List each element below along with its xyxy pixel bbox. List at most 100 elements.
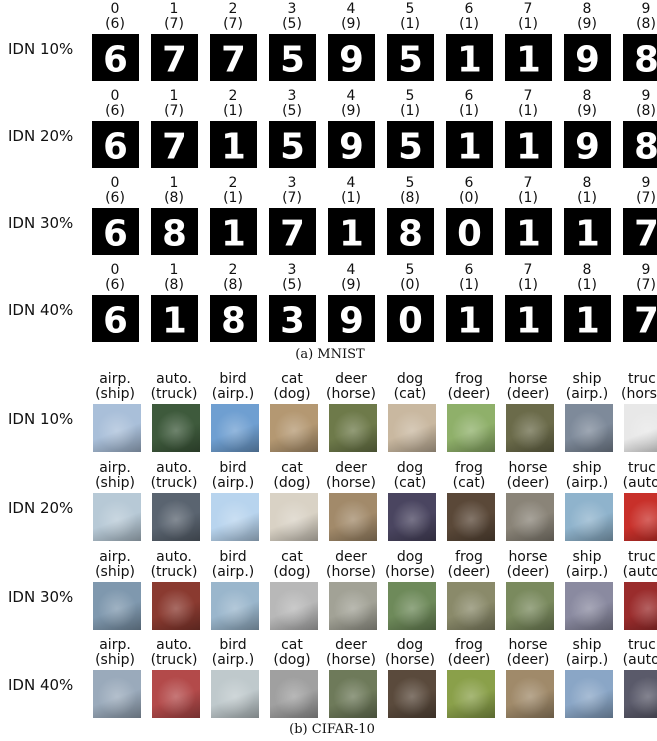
class-label: frog <box>455 371 483 387</box>
noisy-label: (deer) <box>447 564 491 580</box>
noisy-label: (horse) <box>325 386 377 402</box>
class-label: 5 <box>405 1 415 17</box>
digit-image: 6 <box>91 34 139 81</box>
digit-image: 1 <box>563 208 611 255</box>
class-label: cat <box>281 371 303 387</box>
cifar-image <box>505 670 554 718</box>
svg-text:1: 1 <box>575 301 600 342</box>
noisy-label: (airp.) <box>211 475 255 491</box>
class-label: 1 <box>169 88 179 104</box>
class-label: dog <box>396 549 424 565</box>
class-label: dog <box>396 460 424 476</box>
cifar-image <box>623 670 657 718</box>
class-label: 2 <box>228 1 238 17</box>
cifar-image <box>505 404 554 452</box>
class-label: 0 <box>110 175 120 191</box>
class-label: dog <box>396 371 424 387</box>
noisy-label: (7) <box>164 103 184 119</box>
noisy-label: (7) <box>164 16 184 32</box>
cifar-image <box>623 404 657 452</box>
digit-image: 8 <box>209 295 257 342</box>
noisy-label: (airp.) <box>565 475 609 491</box>
svg-text:8: 8 <box>634 127 657 168</box>
cifar-image <box>446 493 495 541</box>
noisy-label: (5) <box>282 277 302 293</box>
svg-text:9: 9 <box>339 40 364 81</box>
digit-image: 7 <box>209 34 257 81</box>
noisy-label: (9) <box>341 16 361 32</box>
digit-image: 8 <box>622 34 657 81</box>
noisy-label: (truck) <box>150 652 198 668</box>
class-label: 2 <box>228 262 238 278</box>
class-label: 6 <box>464 88 474 104</box>
svg-text:7: 7 <box>634 214 657 255</box>
class-label: 6 <box>464 262 474 278</box>
class-label: auto. <box>156 549 192 565</box>
class-label: horse <box>508 637 548 653</box>
row-label: IDN 20% <box>8 499 74 517</box>
digit-image: 1 <box>445 34 493 81</box>
class-label: frog <box>455 460 483 476</box>
class-label: airp. <box>99 549 131 565</box>
noisy-label: (deer) <box>506 652 550 668</box>
cifar-image <box>210 582 259 630</box>
digit-image: 7 <box>150 34 198 81</box>
class-label: 9 <box>641 175 651 191</box>
svg-text:7: 7 <box>280 214 305 255</box>
class-label: ship <box>572 549 602 565</box>
noisy-label: (ship) <box>95 386 135 402</box>
digit-image: 1 <box>327 208 375 255</box>
noisy-label: (1) <box>223 103 243 119</box>
noisy-label: (horse) <box>325 564 377 580</box>
svg-text:3: 3 <box>280 301 305 342</box>
svg-text:1: 1 <box>221 127 246 168</box>
class-label: auto. <box>156 637 192 653</box>
noisy-label: (horse) <box>325 475 377 491</box>
noisy-label: (9) <box>577 16 597 32</box>
cifar-image <box>328 670 377 718</box>
svg-text:0: 0 <box>457 214 482 255</box>
svg-text:6: 6 <box>103 40 128 81</box>
digit-image: 9 <box>563 121 611 168</box>
digit-image: 1 <box>504 208 552 255</box>
class-label: dog <box>396 637 424 653</box>
svg-text:1: 1 <box>516 301 541 342</box>
digit-image: 7 <box>268 208 316 255</box>
class-label: 5 <box>405 262 415 278</box>
digit-image: 1 <box>445 295 493 342</box>
class-label: truck <box>628 637 657 653</box>
cifar-image <box>269 493 318 541</box>
class-label: 3 <box>287 88 297 104</box>
class-label: airp. <box>99 371 131 387</box>
digit-image: 1 <box>563 295 611 342</box>
noisy-label: (deer) <box>506 475 550 491</box>
cifar-image <box>387 670 436 718</box>
cifar-image <box>446 582 495 630</box>
svg-text:1: 1 <box>457 301 482 342</box>
svg-text:1: 1 <box>457 127 482 168</box>
svg-text:1: 1 <box>516 40 541 81</box>
class-label: horse <box>508 549 548 565</box>
noisy-label: (auto.) <box>622 652 657 668</box>
digit-image: 9 <box>563 34 611 81</box>
class-label: truck <box>628 460 657 476</box>
class-label: 4 <box>346 88 356 104</box>
digit-image: 1 <box>150 295 198 342</box>
cifar-image <box>92 493 141 541</box>
digit-image: 8 <box>386 208 434 255</box>
noisy-label: (airp.) <box>565 564 609 580</box>
svg-text:6: 6 <box>103 127 128 168</box>
noisy-label: (deer) <box>447 386 491 402</box>
class-label: cat <box>281 460 303 476</box>
cifar-image <box>328 582 377 630</box>
noisy-label: (1) <box>459 277 479 293</box>
noisy-label: (6) <box>105 16 125 32</box>
noisy-label: (0) <box>459 190 479 206</box>
noisy-label: (ship) <box>95 564 135 580</box>
noisy-label: (6) <box>105 277 125 293</box>
cifar-image <box>564 670 613 718</box>
digit-image: 9 <box>327 295 375 342</box>
noisy-label: (5) <box>282 16 302 32</box>
cifar-image <box>328 493 377 541</box>
class-label: ship <box>572 371 602 387</box>
